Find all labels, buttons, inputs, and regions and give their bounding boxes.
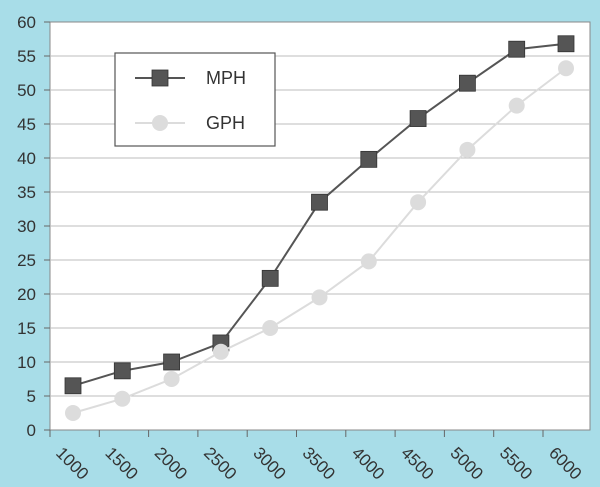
y-tick-label: 40 bbox=[17, 149, 36, 168]
data-point-gph bbox=[360, 253, 377, 270]
data-point-gph bbox=[410, 194, 427, 211]
y-tick-label: 10 bbox=[17, 353, 36, 372]
data-point-gph bbox=[163, 371, 180, 387]
data-point-mph bbox=[508, 40, 526, 58]
data-point-gph bbox=[558, 60, 574, 77]
y-tick-label: 55 bbox=[17, 47, 36, 66]
y-tick-label: 35 bbox=[17, 183, 36, 202]
y-tick-label: 25 bbox=[17, 251, 36, 270]
y-tick-label: 20 bbox=[17, 285, 36, 304]
legend-box bbox=[114, 52, 276, 147]
y-tick-label: 15 bbox=[17, 319, 36, 338]
data-point-gph bbox=[65, 405, 81, 421]
y-tick-label: 5 bbox=[27, 387, 36, 406]
data-point-mph bbox=[261, 269, 279, 287]
y-tick-label: 60 bbox=[17, 13, 36, 32]
data-point-mph bbox=[409, 110, 427, 127]
data-point-mph bbox=[458, 74, 476, 92]
data-point-gph bbox=[262, 320, 279, 336]
data-point-gph bbox=[508, 97, 525, 114]
legend: MPH GPH bbox=[114, 52, 276, 147]
data-point-mph bbox=[113, 362, 131, 380]
y-tick-label: 30 bbox=[17, 217, 36, 236]
data-point-mph bbox=[163, 353, 181, 371]
y-axis-ticks: 0 5 10 15 20 25 30 35 40 45 50 55 60 bbox=[17, 13, 50, 440]
legend-marker-mph bbox=[151, 69, 169, 87]
legend-marker-gph bbox=[152, 115, 168, 131]
legend-label-mph: MPH bbox=[206, 68, 246, 88]
data-point-mph bbox=[64, 377, 82, 395]
data-point-mph bbox=[557, 35, 575, 53]
data-point-gph bbox=[114, 390, 131, 407]
y-tick-label: 50 bbox=[17, 81, 36, 100]
y-tick-label: 0 bbox=[27, 421, 36, 440]
data-point-mph bbox=[311, 193, 328, 211]
data-point-gph bbox=[311, 289, 328, 306]
y-tick-label: 45 bbox=[17, 115, 36, 134]
data-point-mph bbox=[360, 150, 378, 168]
legend-label-gph: GPH bbox=[206, 113, 245, 133]
data-point-gph bbox=[459, 141, 476, 158]
data-point-gph bbox=[212, 343, 229, 360]
series-layer bbox=[64, 35, 575, 421]
